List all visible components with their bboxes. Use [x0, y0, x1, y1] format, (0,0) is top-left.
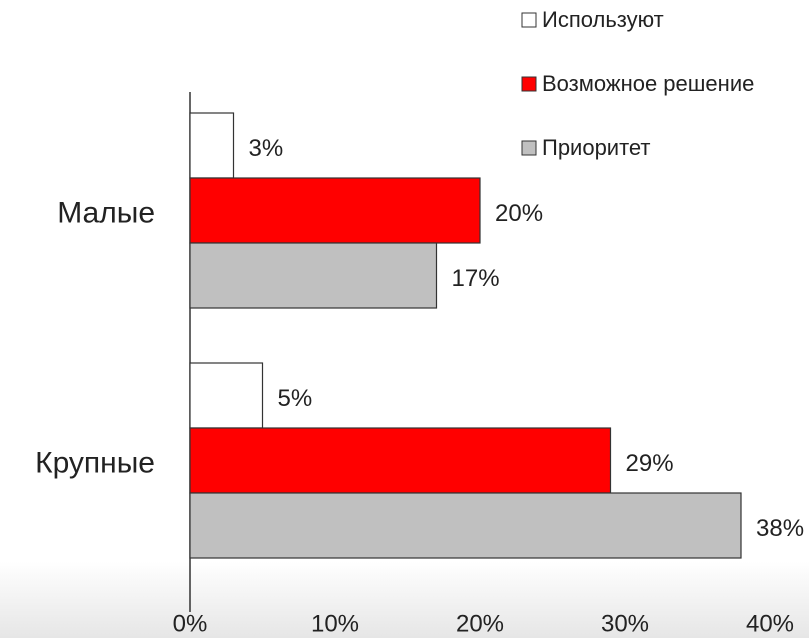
legend-swatch — [521, 140, 537, 156]
value-label: 17% — [452, 265, 500, 292]
bar — [189, 242, 438, 309]
legend-label: Возможное решение — [542, 71, 754, 96]
value-label: 3% — [249, 135, 284, 162]
legend-label: Приоритет — [542, 135, 651, 160]
value-label: 5% — [278, 385, 313, 412]
x-tick-label: 40% — [746, 610, 794, 637]
bar — [189, 362, 264, 429]
x-tick-label: 30% — [601, 610, 649, 637]
value-label: 20% — [495, 200, 543, 227]
legend-label: Используют — [542, 7, 664, 32]
legend-swatch — [521, 12, 537, 28]
x-tick-label: 20% — [456, 610, 504, 637]
category-label: Малые — [57, 196, 155, 229]
value-label: 29% — [626, 450, 674, 477]
value-label: 38% — [756, 515, 804, 542]
bar — [189, 492, 742, 559]
x-tick-label: 0% — [173, 610, 208, 637]
bar — [189, 177, 481, 244]
category-label: Крупные — [35, 446, 155, 479]
bar — [189, 112, 235, 179]
x-tick-label: 10% — [311, 610, 359, 637]
bar — [189, 427, 612, 494]
legend-swatch — [521, 76, 537, 92]
